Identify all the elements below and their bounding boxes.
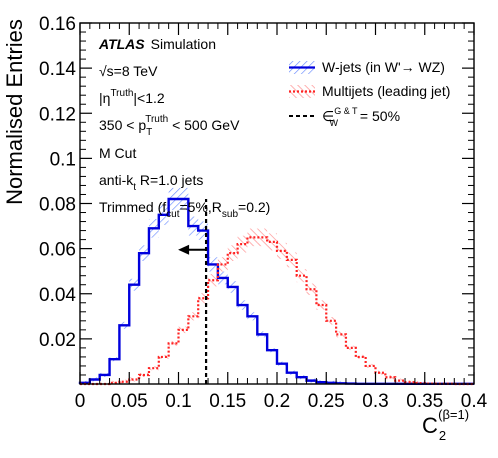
legend-entry-wjets: W-jets (in W'→ WZ)	[289, 59, 445, 75]
y-tick-label: 0.16	[39, 14, 76, 35]
eta-cut-label: |ηTruth|<1.2	[99, 88, 165, 106]
x-axis-title: C2(β=1)	[422, 407, 469, 443]
x-tick-label: 0	[75, 391, 86, 412]
x-tick-label: 0.3	[362, 391, 388, 412]
band-multijets-bin	[247, 228, 258, 247]
band-multijets-bin	[217, 257, 228, 272]
y-tick-label: 0.04	[39, 285, 76, 306]
y-tick-label: 0.1	[50, 149, 76, 170]
x-tick-label: 0.15	[209, 391, 246, 412]
x-tick-label: 0.35	[406, 391, 443, 412]
pt-cut-label: 350 < pTTruth < 500 GeV	[99, 114, 240, 138]
y-axis-ticks: 0.02 0.04 0.06 0.08 0.1 0.12 0.14 0.16	[39, 14, 474, 376]
band-multijets-bin	[395, 378, 406, 383]
band-multijets-bin	[168, 340, 179, 346]
experiment-label: ATLAS Simulation	[98, 36, 216, 52]
x-tick-label: 0.1	[165, 391, 191, 412]
annotation-block: ATLAS Simulation √s=8 TeV |ηTruth|<1.2 35…	[98, 36, 270, 220]
y-axis-title: Normalised Entries	[2, 19, 27, 205]
band-multijets-bin	[375, 370, 386, 375]
series-line-wjets	[78, 197, 474, 385]
y-tick-label: 0.06	[39, 240, 76, 261]
band-multijets-bin	[227, 245, 238, 261]
x-axis-ticks: 0 0.05 0.1 0.15 0.2 0.25 0.3 0.35 0.4	[75, 23, 488, 412]
band-multijets-bin	[316, 300, 327, 310]
legend-label-wjets: W-jets (in W'→ WZ)	[322, 59, 445, 75]
x-tick-label: 0.2	[264, 391, 290, 412]
trimming-label: Trimmed (fcut=5%,Rsub=0.2)	[99, 199, 270, 220]
band-multijets-bin	[129, 377, 140, 382]
band-multijets-bin	[277, 242, 287, 259]
series-line-multijets	[80, 236, 474, 386]
legend-entry-multijets: Multijets (leading jet)	[289, 83, 450, 99]
mass-cut-label: M Cut	[99, 145, 136, 161]
y-tick-label: 0.08	[39, 195, 76, 216]
band-multijets-bin	[119, 379, 130, 384]
legend: W-jets (in W'→ WZ) Multijets (leading je…	[289, 59, 450, 128]
cut-line-group	[178, 198, 208, 384]
jet-algo-label: anti-kt R=1.0 jets	[99, 172, 203, 193]
x-tick-label: 0.4	[461, 391, 488, 412]
band-multijets-bin	[355, 354, 366, 359]
histogram-series	[78, 197, 474, 386]
band-multijets-bin	[109, 380, 120, 384]
y-tick-label: 0.14	[39, 59, 76, 80]
x-tick-label: 0.05	[111, 391, 148, 412]
legend-label-multijets: Multijets (leading jet)	[322, 83, 450, 99]
x-tick-label: 0.25	[308, 391, 345, 412]
energy-label: √s=8 TeV	[99, 63, 158, 79]
band-multijets-bin	[267, 233, 277, 251]
y-tick-label: 0.12	[39, 104, 76, 125]
band-multijets-bin	[158, 354, 169, 359]
cut-arrow-head	[178, 244, 190, 255]
y-tick-label: 0.02	[39, 330, 76, 351]
band-multijets-bin	[306, 283, 317, 295]
band-multijets-bin	[296, 269, 307, 283]
band-multijets-bin	[237, 235, 248, 253]
